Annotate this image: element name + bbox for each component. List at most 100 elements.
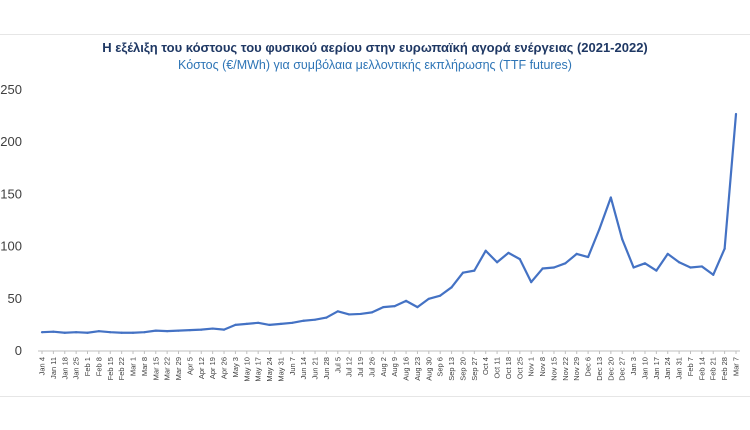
x-tick-label: Jan 4 xyxy=(38,357,47,375)
data-point xyxy=(63,331,66,334)
series-line xyxy=(41,113,738,334)
x-tick-label: Jul 12 xyxy=(345,357,354,377)
x-tick-label: Oct 11 xyxy=(493,357,502,379)
x-tick-label: Mar 22 xyxy=(163,357,172,380)
x-tick-label: Aug 23 xyxy=(413,357,422,381)
data-point xyxy=(427,297,430,300)
data-point xyxy=(370,311,374,314)
x-tick-label: Apr 26 xyxy=(220,357,229,379)
data-point xyxy=(336,310,339,313)
data-point xyxy=(507,251,510,254)
x-tick-label: Nov 22 xyxy=(561,357,570,381)
x-tick-label: Jun 7 xyxy=(288,357,297,375)
data-point xyxy=(461,271,465,274)
data-point xyxy=(177,329,180,332)
data-point xyxy=(222,328,226,331)
x-tick-label: Aug 16 xyxy=(402,357,411,381)
data-point xyxy=(393,305,396,308)
data-point xyxy=(541,267,544,270)
data-point xyxy=(211,327,214,330)
data-point xyxy=(234,323,237,326)
x-tick-label: Dec 13 xyxy=(595,357,604,381)
x-tick-label: Oct 25 xyxy=(515,357,524,379)
x-tick-label: Jan 10 xyxy=(640,357,649,380)
data-point xyxy=(97,330,100,333)
x-tick-label: Oct 4 xyxy=(481,357,490,375)
series-gas-cost xyxy=(40,112,738,334)
data-point xyxy=(552,266,556,269)
data-point xyxy=(359,312,362,316)
x-tick-label: Jun 21 xyxy=(311,357,320,380)
data-point xyxy=(109,331,112,334)
x-tick-label: Sep 20 xyxy=(458,357,467,381)
y-tick-label: 200 xyxy=(0,134,22,149)
data-point xyxy=(75,331,78,334)
x-tick-label: Aug 9 xyxy=(390,357,399,377)
top-divider xyxy=(0,34,750,35)
x-tick-label: Apr 5 xyxy=(185,357,194,375)
x-tick-label: Feb 1 xyxy=(83,357,92,376)
y-tick-label: 50 xyxy=(8,291,22,306)
chart-title: Η εξέλιξη του κόστους του φυσικού αερίου… xyxy=(102,40,648,55)
data-point xyxy=(188,329,192,332)
x-tick-label: Nov 15 xyxy=(549,357,558,381)
data-point xyxy=(404,299,408,302)
data-point xyxy=(473,269,476,272)
x-tick-label: Apr 12 xyxy=(197,357,206,379)
data-point xyxy=(291,321,294,324)
x-tick-label: Feb 8 xyxy=(94,357,103,376)
data-point xyxy=(564,262,567,265)
x-tick-label: Feb 14 xyxy=(697,357,706,380)
x-axis: Jan 4 Jan 11 Jan 18 Jan 25 Feb 1 Feb 8 Feb 15 F… xyxy=(38,350,741,382)
data-point xyxy=(712,273,715,276)
data-point xyxy=(723,247,726,250)
data-point xyxy=(689,266,692,269)
x-tick-label: Sep 6 xyxy=(436,357,445,377)
x-tick-label: Jan 24 xyxy=(663,357,672,380)
data-point xyxy=(143,331,146,334)
data-point xyxy=(655,269,658,272)
data-point xyxy=(439,294,442,297)
x-tick-label: Feb 7 xyxy=(686,357,695,376)
x-tick-label: May 10 xyxy=(242,357,251,382)
data-point xyxy=(598,227,601,230)
x-tick-label: Feb 21 xyxy=(709,357,718,380)
x-tick-label: Jan 31 xyxy=(675,357,684,380)
x-tick-label: Mar 7 xyxy=(732,357,741,376)
data-point xyxy=(166,330,169,333)
x-tick-label: Aug 2 xyxy=(379,357,388,377)
data-point xyxy=(268,323,271,326)
data-point xyxy=(666,252,669,256)
x-tick-label: May 3 xyxy=(231,357,240,377)
x-tick-label: Nov 1 xyxy=(527,357,536,377)
data-point xyxy=(416,306,419,309)
x-tick-label: Jan 18 xyxy=(60,357,69,380)
x-tick-label: Jan 11 xyxy=(49,357,58,379)
data-point xyxy=(40,331,44,334)
data-point xyxy=(131,331,135,334)
x-tick-label: Mar 8 xyxy=(140,357,149,376)
data-point xyxy=(575,252,578,256)
x-tick-label: Mar 29 xyxy=(174,357,183,380)
data-point xyxy=(530,280,533,284)
data-point xyxy=(734,112,738,116)
data-point xyxy=(518,258,521,261)
data-point xyxy=(313,318,317,321)
data-point xyxy=(120,331,123,334)
data-point xyxy=(621,238,624,241)
data-point xyxy=(279,322,283,325)
data-point xyxy=(495,261,499,264)
data-point xyxy=(643,262,647,265)
data-point xyxy=(245,322,248,325)
x-tick-label: Jul 5 xyxy=(333,357,342,373)
x-tick-label: Dec 20 xyxy=(606,357,615,381)
x-tick-label: Jun 14 xyxy=(299,357,308,380)
bottom-divider xyxy=(0,396,750,397)
data-point xyxy=(86,331,89,334)
y-tick-label: 100 xyxy=(0,239,22,254)
y-tick-label: 150 xyxy=(0,186,22,201)
x-tick-label: Jul 26 xyxy=(367,357,376,377)
data-point xyxy=(154,329,157,332)
y-tick-label: 0 xyxy=(15,343,22,358)
x-tick-label: Nov 29 xyxy=(572,357,581,381)
